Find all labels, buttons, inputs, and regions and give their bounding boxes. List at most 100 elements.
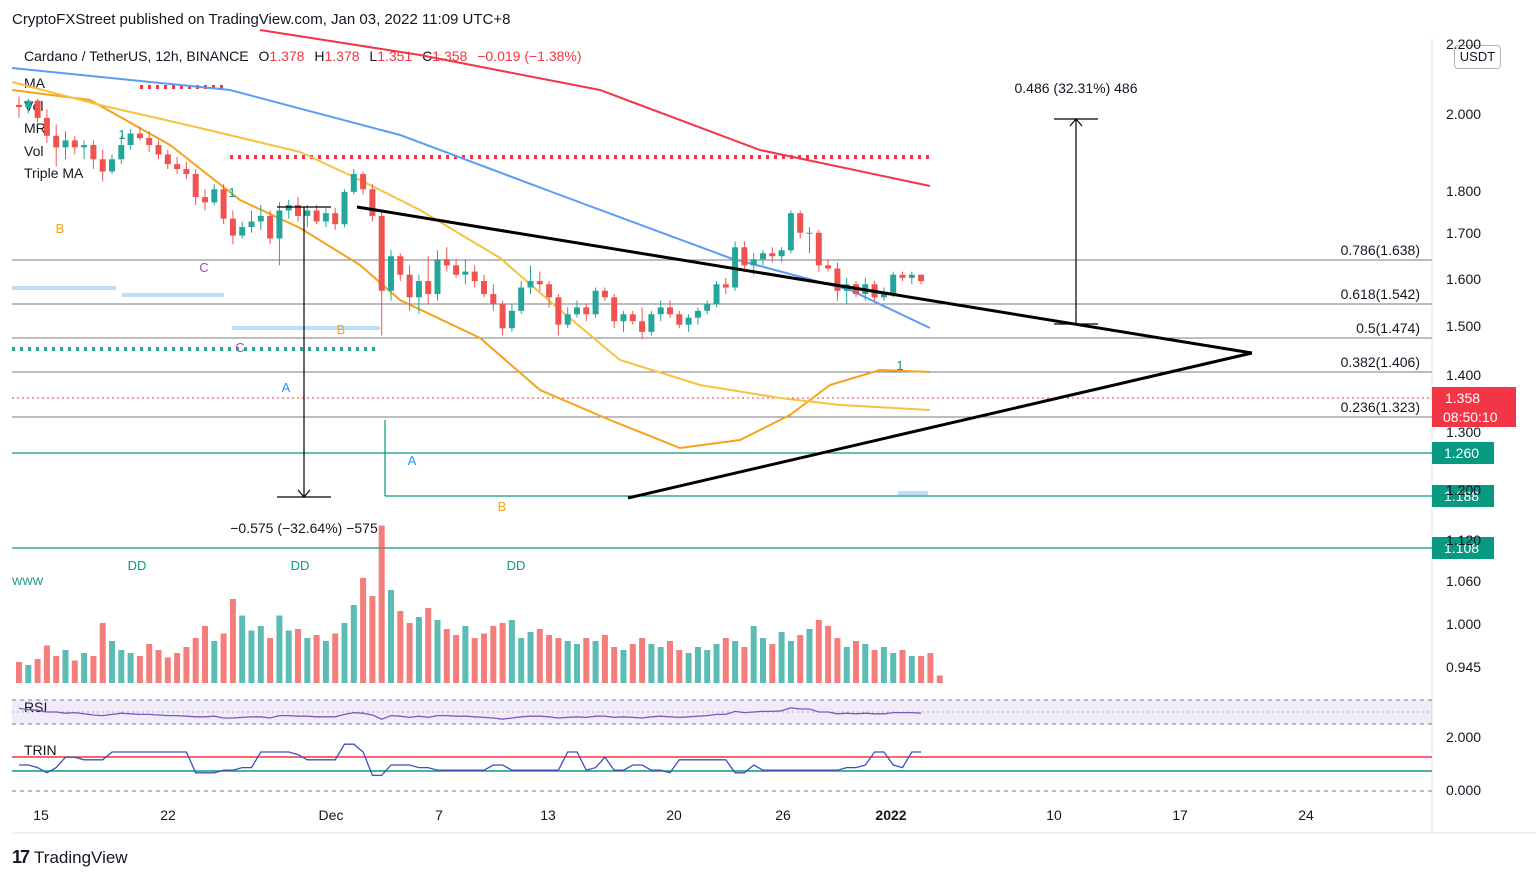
candle-body[interactable] bbox=[304, 210, 311, 216]
candle-body[interactable] bbox=[369, 189, 376, 216]
candle-body[interactable] bbox=[202, 197, 208, 203]
candle-body[interactable] bbox=[508, 310, 515, 329]
candle-body[interactable] bbox=[425, 281, 432, 295]
candle-body[interactable] bbox=[825, 265, 832, 269]
currency-button[interactable]: USDT bbox=[1454, 45, 1501, 69]
candle-body[interactable] bbox=[871, 284, 878, 298]
indicator-mri[interactable]: MRI bbox=[24, 120, 50, 136]
candle-body[interactable] bbox=[722, 284, 729, 288]
candle-body[interactable] bbox=[360, 174, 367, 190]
candle-body[interactable] bbox=[462, 271, 469, 275]
candle-body[interactable] bbox=[639, 321, 646, 332]
rsi-line[interactable] bbox=[18, 707, 922, 720]
candle-body[interactable] bbox=[918, 274, 925, 282]
candle-body[interactable] bbox=[536, 281, 543, 285]
candle-body[interactable] bbox=[499, 304, 506, 329]
candle-body[interactable] bbox=[611, 297, 618, 322]
candle-body[interactable] bbox=[183, 169, 190, 175]
candle-body[interactable] bbox=[415, 281, 422, 298]
candle-body[interactable] bbox=[471, 271, 478, 282]
candle-body[interactable] bbox=[648, 314, 655, 332]
candle-body[interactable] bbox=[16, 104, 22, 108]
candle-body[interactable] bbox=[815, 232, 822, 266]
candle-body[interactable] bbox=[276, 210, 283, 239]
candle-body[interactable] bbox=[453, 265, 460, 275]
candle-body[interactable] bbox=[787, 213, 794, 251]
candle-body[interactable] bbox=[164, 154, 171, 165]
moving-average-line[interactable] bbox=[11, 89, 931, 450]
candle-body[interactable] bbox=[555, 297, 562, 325]
candle-body[interactable] bbox=[667, 307, 673, 315]
candle-body[interactable] bbox=[564, 314, 571, 325]
candle-body[interactable] bbox=[583, 307, 590, 315]
candle-body[interactable] bbox=[239, 227, 246, 236]
candle-body[interactable] bbox=[406, 274, 413, 298]
indicator-ma[interactable]: MA bbox=[24, 75, 45, 91]
candle-body[interactable] bbox=[899, 274, 906, 278]
candle-body[interactable] bbox=[890, 274, 897, 295]
candle-body[interactable] bbox=[118, 145, 125, 160]
candle-body[interactable] bbox=[601, 290, 608, 298]
candle-body[interactable] bbox=[704, 304, 711, 311]
candle-body[interactable] bbox=[685, 317, 692, 325]
candle-body[interactable] bbox=[713, 284, 720, 305]
candle-body[interactable] bbox=[397, 256, 404, 275]
candle-body[interactable] bbox=[257, 215, 264, 222]
candle-body[interactable] bbox=[574, 307, 580, 315]
candle-body[interactable] bbox=[527, 281, 534, 288]
tradingview-logo[interactable]: 17 TradingView bbox=[12, 847, 128, 868]
candle-body[interactable] bbox=[834, 268, 841, 291]
candle-body[interactable] bbox=[760, 253, 766, 260]
candle-body[interactable] bbox=[285, 205, 292, 211]
candle-body[interactable] bbox=[750, 259, 757, 266]
candle-body[interactable] bbox=[332, 213, 339, 225]
candle-body[interactable] bbox=[322, 213, 329, 222]
moving-average-line[interactable] bbox=[11, 81, 931, 411]
indicator-triple-ma[interactable]: Triple MA bbox=[24, 165, 84, 181]
candle-body[interactable] bbox=[99, 159, 106, 172]
candle-body[interactable] bbox=[862, 284, 869, 295]
candle-body[interactable] bbox=[797, 213, 804, 233]
candle-body[interactable] bbox=[434, 259, 441, 295]
candle-body[interactable] bbox=[908, 274, 915, 278]
candle-body[interactable] bbox=[229, 218, 236, 236]
moving-average-line[interactable] bbox=[11, 67, 931, 329]
candle-body[interactable] bbox=[778, 250, 785, 257]
candle-body[interactable] bbox=[657, 307, 664, 315]
candle-body[interactable] bbox=[741, 247, 748, 266]
indicator-vol-2[interactable]: Vol bbox=[24, 142, 44, 159]
trin-line[interactable] bbox=[19, 743, 922, 777]
candle-body[interactable] bbox=[769, 253, 776, 257]
candle-body[interactable] bbox=[694, 310, 701, 318]
candle-body[interactable] bbox=[192, 174, 199, 198]
candle-body[interactable] bbox=[853, 284, 859, 295]
candle-body[interactable] bbox=[732, 247, 739, 288]
candle-body[interactable] bbox=[313, 210, 320, 222]
candle-body[interactable] bbox=[620, 314, 627, 322]
candle-body[interactable] bbox=[127, 133, 134, 146]
candle-body[interactable] bbox=[90, 145, 97, 160]
candle-body[interactable] bbox=[806, 232, 813, 234]
candle-body[interactable] bbox=[295, 205, 301, 216]
candle-body[interactable] bbox=[109, 159, 115, 172]
candle-body[interactable] bbox=[518, 287, 525, 311]
candle-body[interactable] bbox=[490, 294, 497, 305]
candle-body[interactable] bbox=[481, 281, 487, 295]
triangle-lower-trendline[interactable] bbox=[627, 351, 1253, 500]
candle-body[interactable] bbox=[843, 284, 850, 291]
candle-body[interactable] bbox=[136, 133, 143, 139]
symbol-title[interactable]: Cardano / TetherUS, 12h, BINANCE bbox=[24, 48, 249, 64]
candle-body[interactable] bbox=[350, 174, 357, 192]
candle-body[interactable] bbox=[267, 215, 274, 239]
candle-body[interactable] bbox=[378, 215, 385, 291]
candle-body[interactable] bbox=[629, 314, 636, 322]
indicator-vol[interactable]: Vol bbox=[24, 97, 44, 114]
candle-body[interactable] bbox=[443, 259, 450, 266]
candle-body[interactable] bbox=[146, 138, 153, 146]
candle-body[interactable] bbox=[880, 294, 887, 298]
triangle-upper-trendline[interactable] bbox=[356, 205, 1253, 355]
candle-body[interactable] bbox=[592, 290, 599, 315]
candle-body[interactable] bbox=[676, 314, 683, 325]
candle-body[interactable] bbox=[388, 256, 394, 291]
